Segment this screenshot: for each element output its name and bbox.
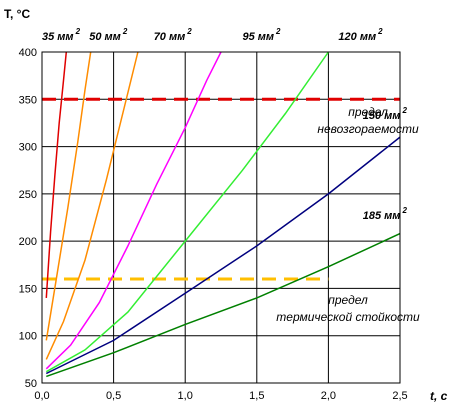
limit-label-1: термической стойкости	[276, 310, 420, 324]
x-axis-label: t, c	[430, 389, 448, 403]
series-label-2: 70 мм 2	[154, 27, 193, 43]
plot-frame	[41, 51, 401, 384]
y-tick-label: 100	[19, 331, 37, 343]
series-label-text: 95 мм	[242, 31, 274, 43]
series-label-0: 35 мм 2	[42, 27, 81, 43]
series-line-0	[45, 51, 68, 298]
series-line-3	[45, 51, 222, 370]
series-line-6	[46, 232, 401, 378]
series-label-superscript: 2	[401, 206, 407, 215]
series-label-5: 150 мм 2	[363, 106, 408, 122]
series-line-2	[45, 51, 139, 360]
series-label-superscript: 2	[401, 106, 407, 115]
series-label-text: 50 мм	[89, 31, 121, 43]
series-line-5	[45, 136, 401, 375]
series-label-superscript: 2	[275, 27, 281, 36]
series-label-text: 185 мм	[363, 210, 401, 222]
x-tick-label: 0,5	[106, 390, 121, 402]
series-label-superscript: 2	[186, 27, 192, 36]
x-tick-label: 1,0	[178, 390, 193, 402]
x-tick-label: 2,5	[392, 390, 407, 402]
series-label-3: 95 мм 2	[242, 27, 281, 43]
series-label-text: 120 мм	[338, 31, 376, 43]
series-label-text: 35 мм	[42, 31, 74, 43]
x-tick-label: 2,0	[321, 390, 336, 402]
limit-label-0: невозгораемости	[317, 122, 419, 136]
series-label-4: 120 мм 2	[338, 27, 383, 43]
y-tick-label: 250	[19, 189, 37, 201]
series-label-text: 150 мм	[363, 110, 401, 122]
limit-label-1: предел	[328, 293, 368, 307]
plot-area	[42, 52, 400, 383]
series-line-1	[45, 51, 92, 341]
series-label-1: 50 мм 2	[89, 27, 128, 43]
y-tick-label: 150	[19, 283, 37, 295]
x-tick-label: 1,5	[249, 390, 264, 402]
y-tick-label: 50	[25, 378, 37, 390]
y-tick-label: 350	[19, 94, 37, 106]
y-axis-label: T, °C	[4, 7, 30, 21]
series-label-superscript: 2	[377, 27, 383, 36]
series-label-6: 185 мм 2	[363, 206, 408, 222]
series-label-text: 70 мм	[154, 31, 186, 43]
series-label-superscript: 2	[75, 27, 81, 36]
limit-label-0: предел	[348, 105, 388, 119]
y-tick-label: 200	[19, 236, 37, 248]
x-tick-label: 0,0	[34, 390, 49, 402]
y-tick-label: 300	[19, 142, 37, 154]
series-label-superscript: 2	[122, 27, 128, 36]
series-line-4	[45, 51, 330, 373]
y-tick-label: 400	[19, 47, 37, 59]
